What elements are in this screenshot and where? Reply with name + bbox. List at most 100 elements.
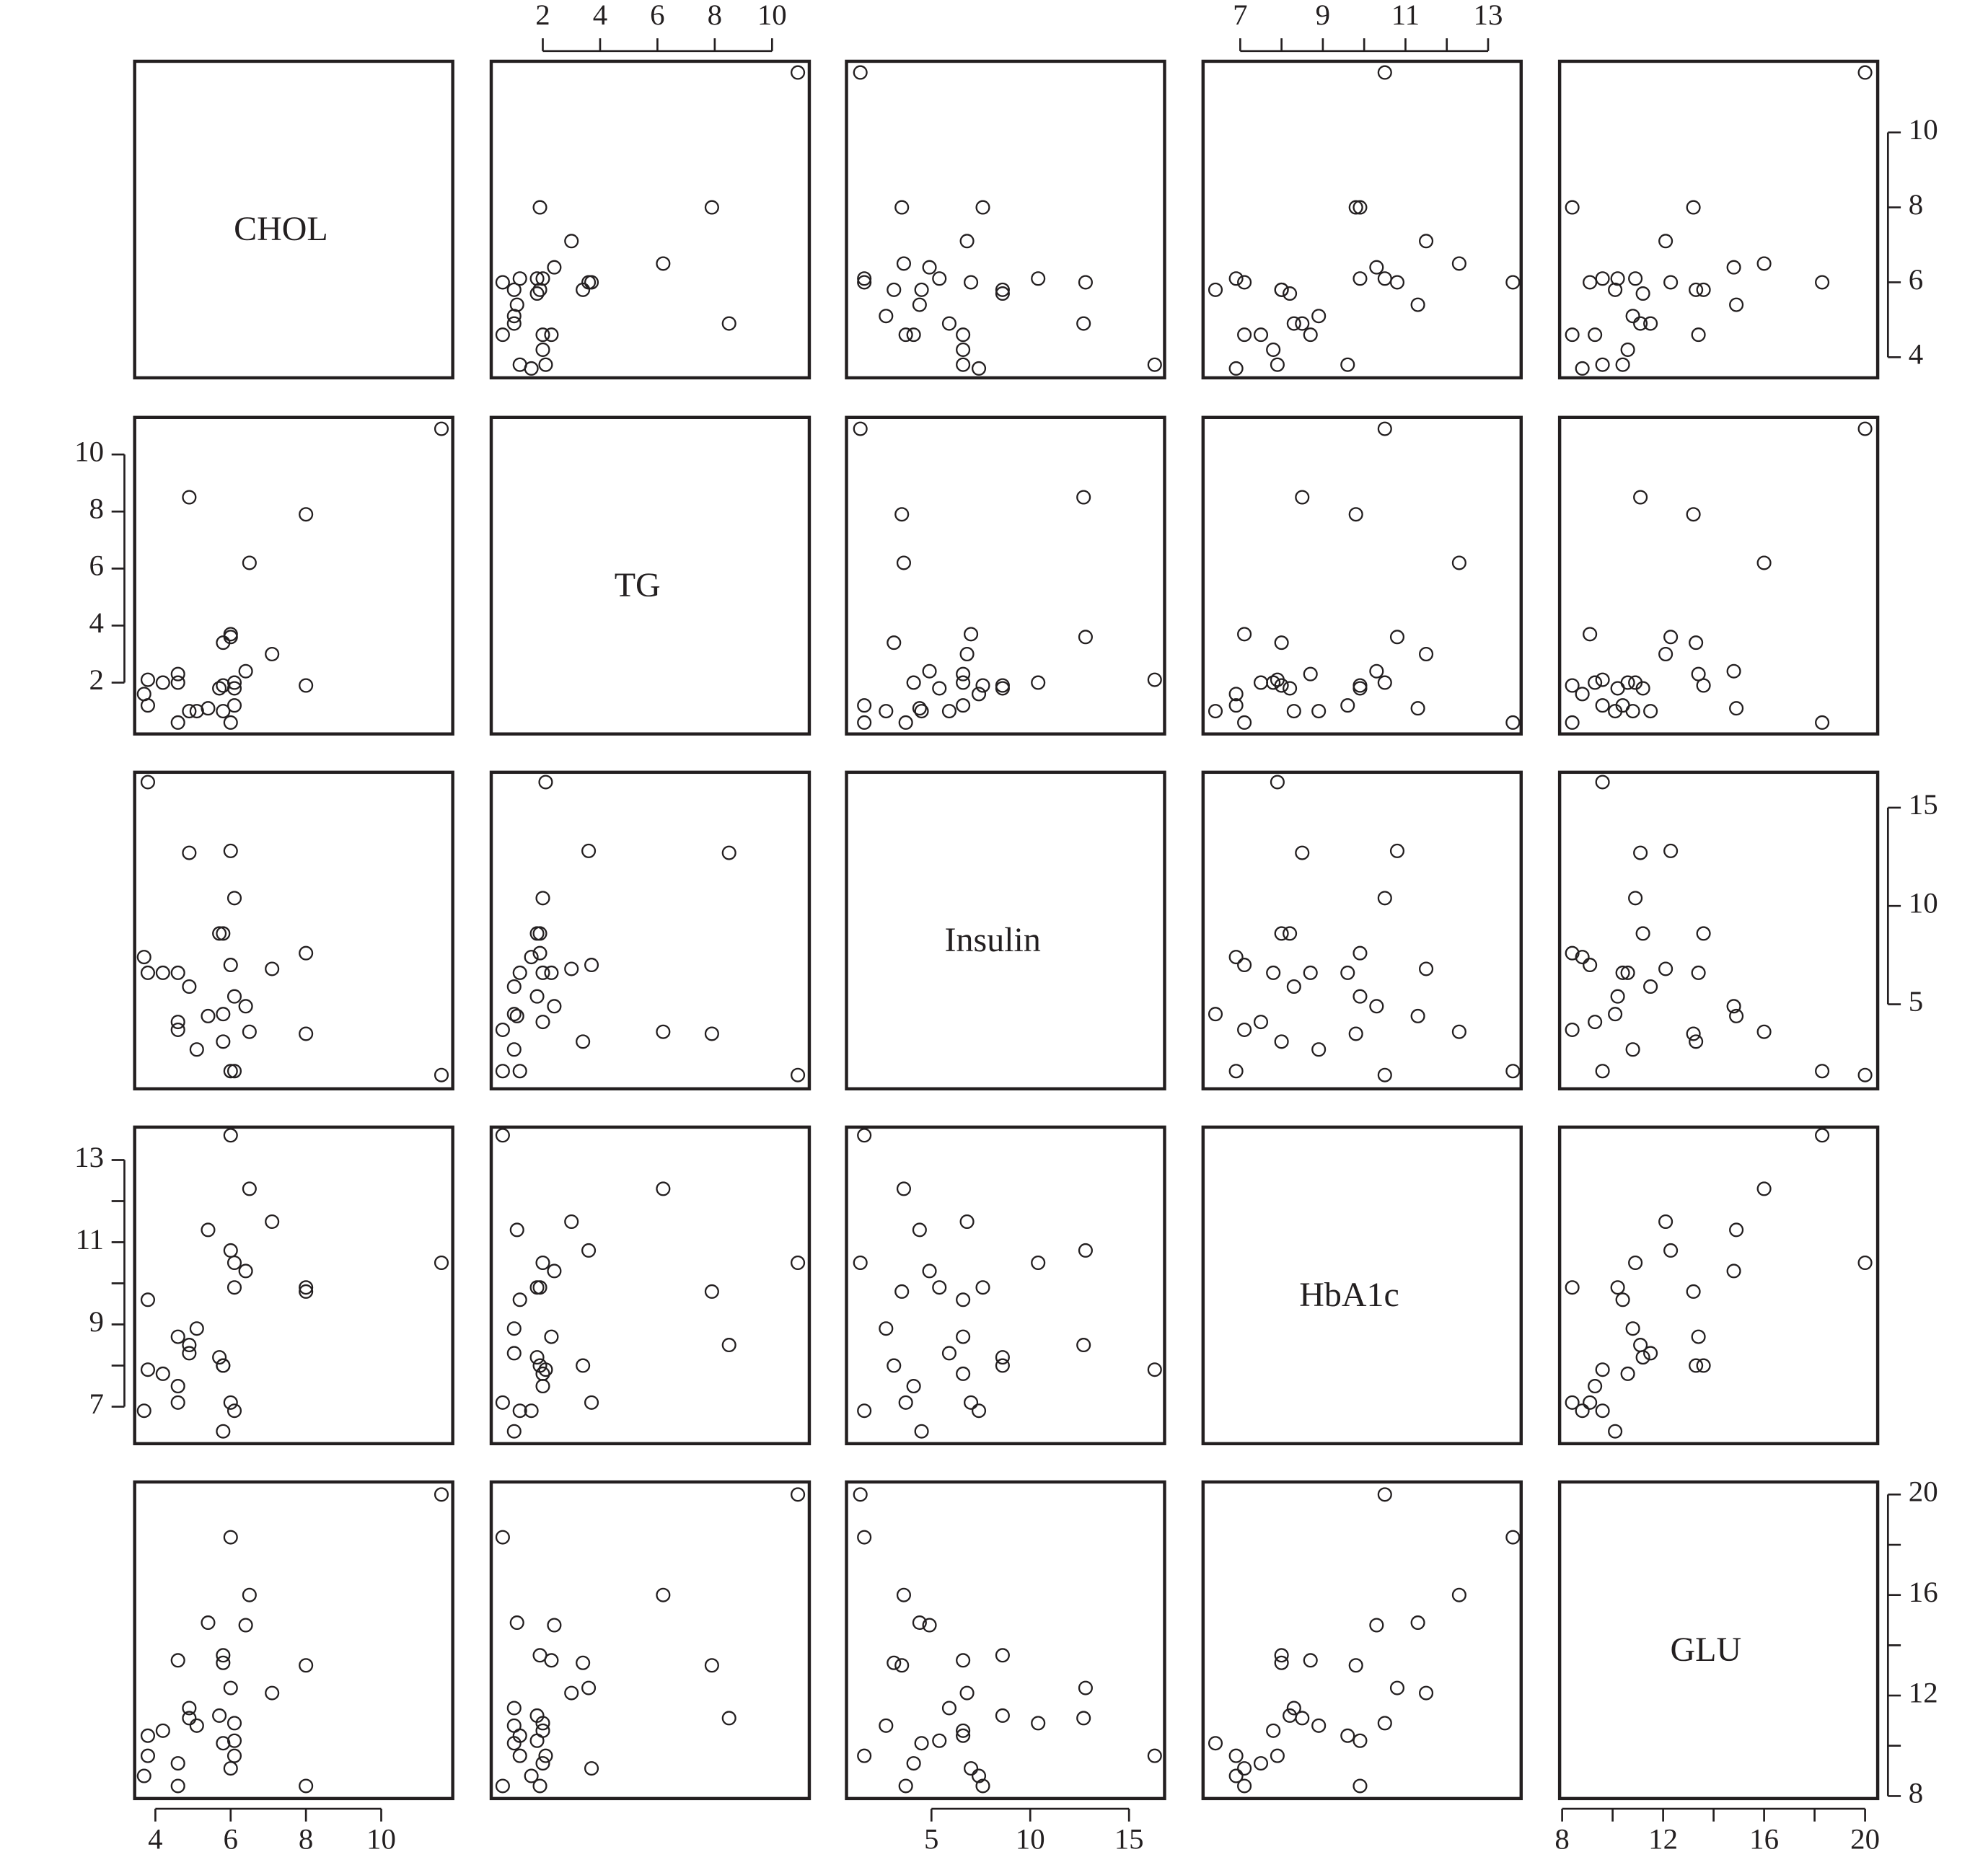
- point: [1237, 327, 1252, 343]
- panel: [133, 1480, 454, 1801]
- point: [1729, 701, 1744, 716]
- point: [1353, 989, 1368, 1004]
- point: [506, 1321, 522, 1336]
- panel: [845, 415, 1166, 736]
- y-tick-label: 15: [1909, 788, 1938, 821]
- point: [898, 1778, 913, 1794]
- point: [956, 698, 971, 713]
- point: [1608, 1007, 1623, 1022]
- point: [1625, 704, 1640, 719]
- point: [879, 1321, 894, 1336]
- point: [1295, 316, 1310, 331]
- point: [140, 1292, 156, 1307]
- point: [299, 678, 314, 693]
- point: [896, 555, 911, 570]
- point: [887, 635, 902, 650]
- point: [226, 1256, 242, 1271]
- point: [1610, 1280, 1625, 1295]
- point: [1078, 1680, 1093, 1695]
- point: [956, 357, 971, 372]
- point: [529, 1733, 545, 1748]
- point: [189, 1321, 204, 1336]
- point: [1635, 926, 1650, 941]
- point: [532, 1358, 547, 1373]
- point: [1575, 687, 1590, 702]
- point: [584, 1395, 599, 1410]
- point: [1628, 271, 1643, 286]
- point: [1410, 701, 1425, 716]
- point: [1076, 316, 1091, 331]
- point: [1266, 675, 1281, 690]
- point: [1625, 309, 1640, 324]
- point: [1628, 675, 1643, 690]
- point: [995, 282, 1010, 297]
- point: [1340, 357, 1355, 372]
- x-tick-label: 11: [1391, 0, 1420, 31]
- point: [1620, 1366, 1635, 1381]
- x-tick-label: 13: [1474, 0, 1503, 31]
- point: [1031, 675, 1046, 690]
- point: [576, 1358, 591, 1373]
- point: [1348, 200, 1363, 215]
- point: [1565, 200, 1580, 215]
- point: [226, 675, 242, 690]
- point: [887, 1358, 902, 1373]
- point: [506, 1346, 522, 1361]
- point: [532, 1280, 547, 1295]
- point: [1595, 775, 1610, 790]
- point: [1419, 234, 1434, 249]
- point: [857, 698, 872, 713]
- x-tick-label: 12: [1648, 1822, 1678, 1855]
- point: [544, 1329, 559, 1344]
- point: [887, 1655, 902, 1670]
- point: [1588, 1015, 1603, 1030]
- point: [223, 630, 238, 645]
- point: [1286, 979, 1301, 994]
- point: [959, 647, 975, 662]
- point: [584, 1761, 599, 1776]
- point: [1253, 327, 1269, 343]
- point: [896, 1181, 911, 1196]
- point: [216, 1358, 231, 1373]
- point: [896, 1587, 911, 1602]
- point: [898, 1395, 913, 1410]
- point: [1274, 282, 1289, 297]
- point: [853, 1256, 868, 1271]
- point: [1274, 926, 1289, 941]
- point: [906, 1756, 921, 1771]
- point: [1147, 672, 1162, 687]
- point: [1228, 687, 1244, 702]
- point: [216, 926, 231, 941]
- point: [912, 1222, 927, 1238]
- point: [894, 1284, 910, 1299]
- point: [512, 1292, 527, 1307]
- point: [1410, 297, 1425, 312]
- point: [1756, 256, 1772, 271]
- point: [1633, 490, 1648, 505]
- point: [914, 1424, 929, 1439]
- point: [1726, 1263, 1741, 1279]
- point: [581, 1243, 597, 1258]
- x-tick-label: 5: [924, 1822, 938, 1855]
- point: [495, 1778, 510, 1794]
- point: [1505, 275, 1521, 290]
- x-tick-label: 10: [1016, 1822, 1045, 1855]
- point: [898, 327, 913, 343]
- point: [1575, 950, 1590, 965]
- point: [1270, 775, 1285, 790]
- point: [879, 704, 894, 719]
- point: [853, 65, 868, 80]
- point: [995, 678, 1010, 693]
- point: [524, 1768, 539, 1783]
- point: [242, 1024, 257, 1039]
- point: [140, 672, 156, 687]
- point: [914, 282, 929, 297]
- point: [226, 1733, 242, 1748]
- x-tick-label: 4: [593, 0, 607, 31]
- point: [1615, 357, 1630, 372]
- point: [1633, 845, 1648, 860]
- point: [538, 357, 553, 372]
- point: [1303, 1653, 1318, 1668]
- point: [170, 1329, 185, 1344]
- point: [1253, 675, 1269, 690]
